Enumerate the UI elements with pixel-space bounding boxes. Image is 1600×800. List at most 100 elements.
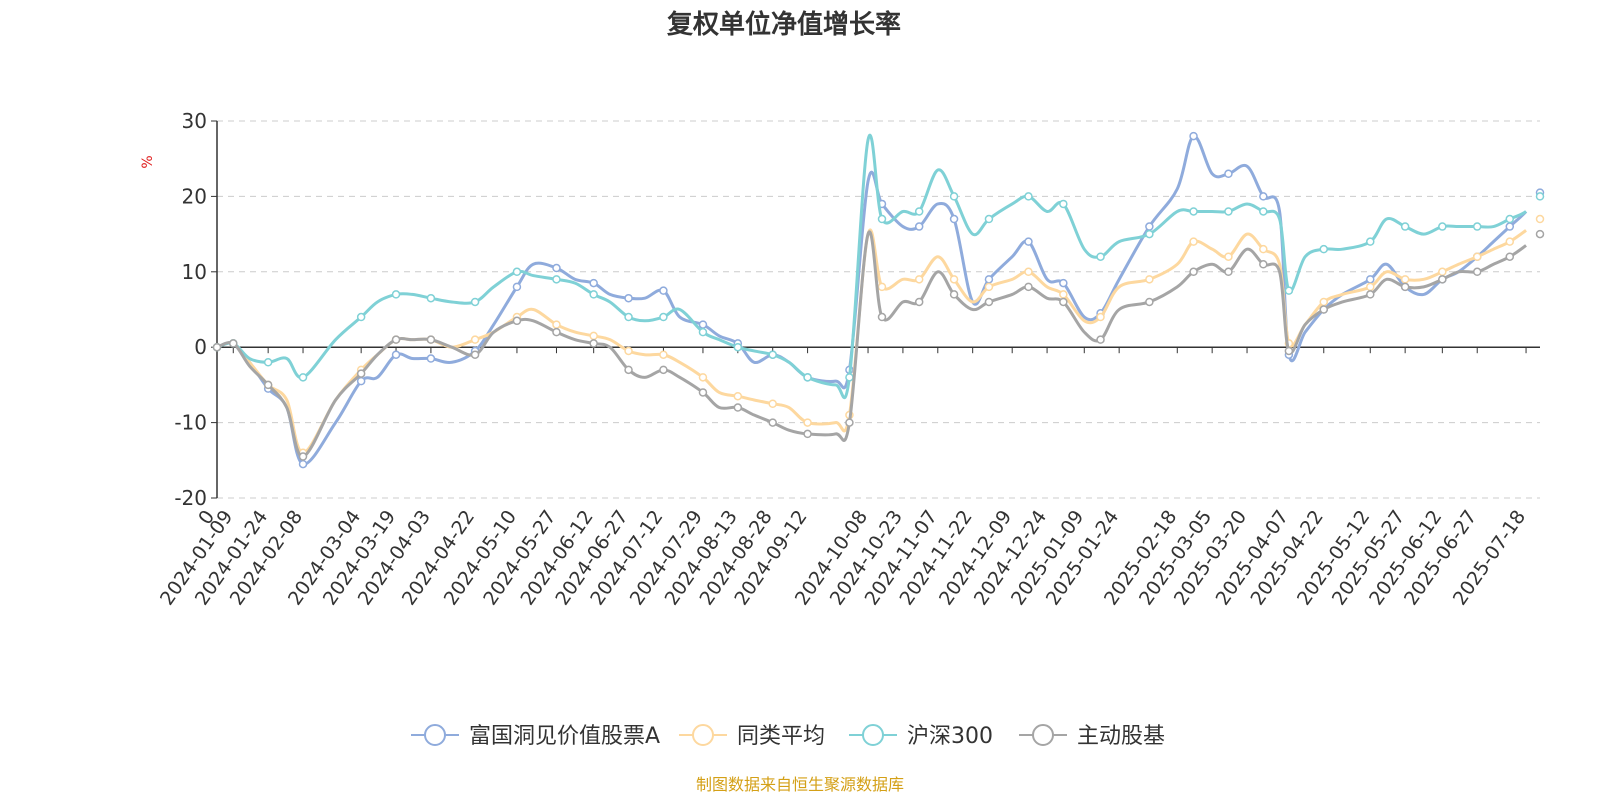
data-point (1535, 229, 1545, 239)
data-point (624, 346, 633, 356)
series-line (216, 134, 1527, 400)
data-point (1224, 207, 1233, 216)
data-point (1259, 207, 1268, 216)
data-point (589, 278, 598, 288)
data-point (589, 290, 598, 299)
data-point (1472, 267, 1482, 277)
data-point (1145, 297, 1154, 307)
data-point (1259, 192, 1268, 201)
data-point (1259, 260, 1268, 269)
data-point (698, 373, 708, 382)
data-point (1189, 131, 1198, 141)
series-layer (212, 131, 1545, 469)
data-point (512, 282, 522, 292)
data-point (1535, 214, 1545, 224)
data-point (914, 207, 924, 216)
data-point (733, 403, 743, 412)
data-point (1059, 199, 1068, 209)
data-point (298, 452, 308, 461)
data-point (229, 339, 238, 348)
data-point (356, 369, 366, 378)
data-point (1438, 222, 1447, 231)
data-point (1505, 214, 1515, 224)
data-point (659, 312, 668, 322)
data-point (1400, 222, 1410, 231)
data-point (914, 222, 924, 231)
data-point (298, 373, 308, 382)
data-point (1319, 305, 1329, 314)
data-point (1438, 275, 1447, 284)
legend-item[interactable]: 富国洞见价值股票A (411, 724, 660, 749)
data-point (552, 327, 561, 337)
data-point (1319, 244, 1329, 254)
y-tick-label: -10 (174, 411, 207, 435)
data-point (659, 350, 668, 359)
data-point (624, 365, 633, 375)
data-point (1472, 252, 1482, 261)
data-point (1400, 275, 1410, 284)
legend[interactable]: 富国洞见价值股票A 同类平均 沪深300 主动股基 (411, 724, 1165, 749)
data-point (1505, 252, 1515, 261)
data-point (803, 429, 812, 439)
legend-item[interactable]: 沪深300 (849, 724, 993, 749)
data-point (1366, 282, 1375, 292)
y-axis-unit: % (140, 155, 156, 168)
data-point (426, 293, 436, 303)
data-point (470, 297, 480, 307)
data-point (1145, 222, 1154, 231)
data-point (949, 275, 959, 284)
legend-item[interactable]: 主动股基 (1019, 724, 1165, 749)
data-point (1505, 222, 1515, 231)
data-point (1024, 192, 1033, 201)
data-point (426, 335, 436, 344)
data-point (298, 459, 308, 469)
data-point (877, 312, 887, 322)
data-point (1145, 275, 1154, 284)
legend-marker (1032, 724, 1054, 746)
series-line (216, 228, 1527, 455)
data-point (470, 350, 480, 359)
data-point (1366, 290, 1375, 299)
data-point (733, 342, 743, 352)
data-point (263, 380, 273, 390)
legend-marker (692, 724, 714, 746)
data-point (426, 354, 436, 363)
data-point (1472, 222, 1482, 231)
data-point (914, 275, 924, 284)
data-point (659, 286, 668, 295)
data-point (1096, 335, 1105, 344)
y-tick-label: 30 (182, 109, 207, 133)
data-point (391, 335, 401, 344)
data-point (552, 263, 561, 273)
data-point (1505, 237, 1515, 246)
data-point (768, 418, 777, 427)
data-point (1284, 346, 1294, 356)
data-point (949, 290, 959, 299)
data-point (512, 316, 522, 326)
data-point (470, 335, 480, 344)
data-point (1319, 297, 1329, 307)
data-point (1224, 252, 1233, 261)
chart-title: 复权单位净值增长率 (667, 9, 901, 40)
series-3 (212, 229, 1545, 461)
data-point (1259, 244, 1268, 254)
data-point (1024, 267, 1033, 277)
data-point (552, 275, 561, 284)
legend-marker (862, 724, 884, 746)
data-point (949, 192, 959, 201)
data-point (659, 365, 668, 375)
data-point (356, 312, 366, 322)
data-point (984, 275, 994, 284)
data-point (803, 418, 812, 427)
legend-item[interactable]: 同类平均 (679, 724, 825, 749)
data-point (914, 297, 924, 307)
data-point (391, 350, 401, 359)
data-point (1024, 237, 1033, 246)
data-point (845, 373, 854, 382)
data-point (1096, 252, 1105, 261)
data-point (768, 399, 777, 408)
data-point (1059, 297, 1068, 307)
data-point (1400, 282, 1410, 292)
legend-label: 同类平均 (737, 724, 825, 749)
